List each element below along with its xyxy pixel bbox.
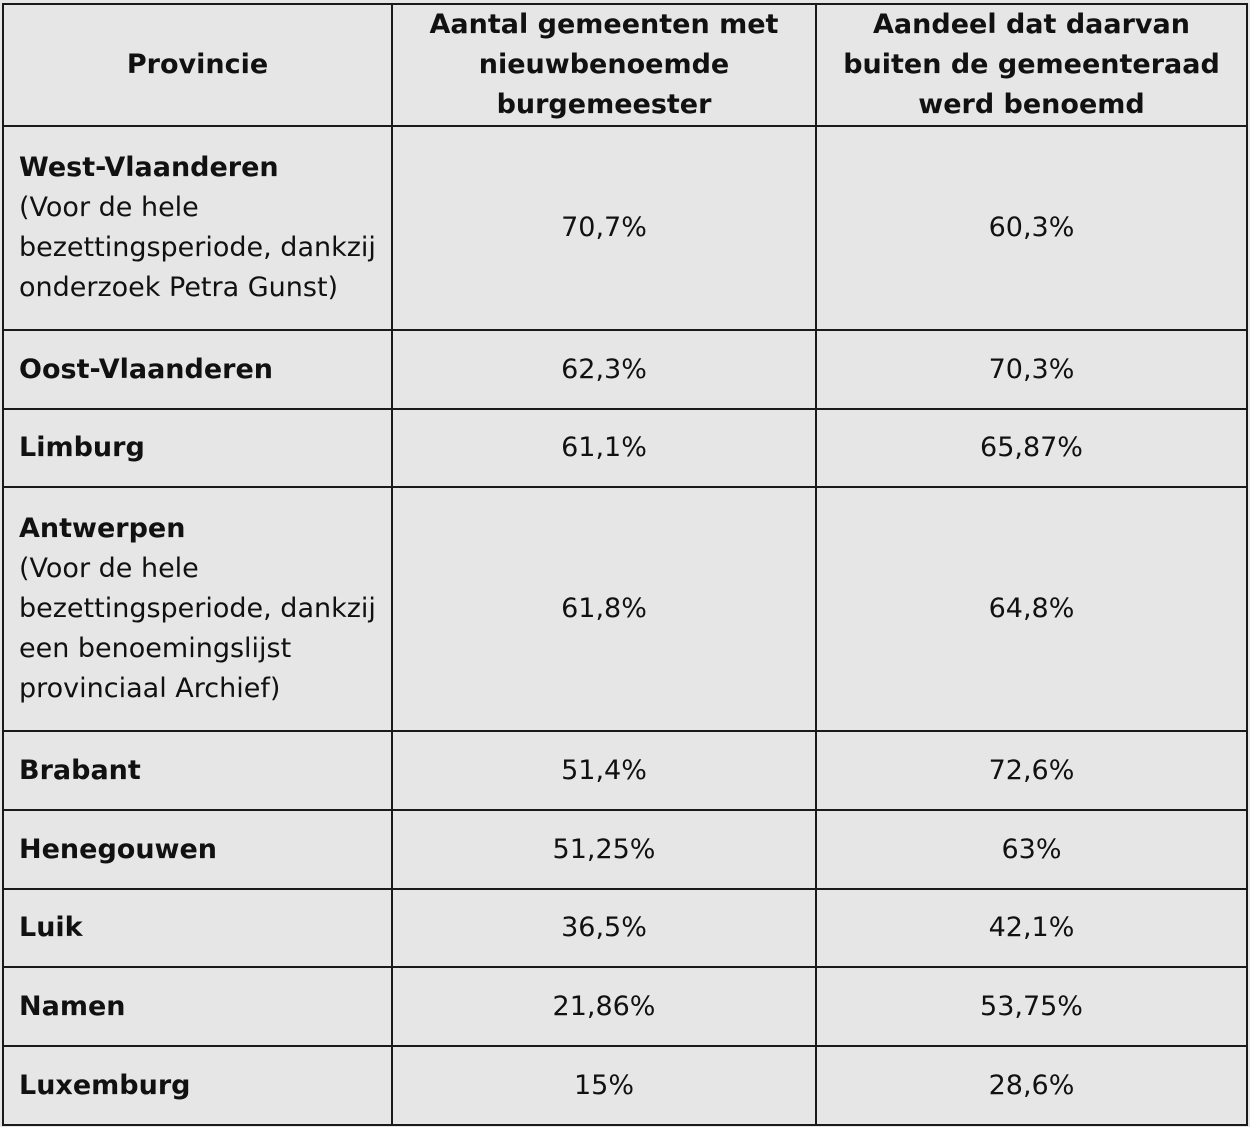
header-provincie: Provincie — [2, 3, 393, 127]
aandeel-cell: 72,6% — [815, 730, 1248, 811]
province-cell: West-Vlaanderen (Voor de hele bezettings… — [2, 125, 393, 331]
province-note: (Voor de hele bezettingsperiode, dankzij… — [19, 192, 376, 303]
table-row: Antwerpen (Voor de hele bezettingsperiod… — [2, 486, 1248, 732]
table-row: Luik 36,5% 42,1% — [2, 888, 1248, 968]
aantal-cell: 51,4% — [391, 730, 817, 811]
aantal-cell: 15% — [391, 1045, 817, 1126]
province-name: Oost-Vlaanderen — [19, 353, 274, 385]
header-aandeel: Aandeel dat daarvan buiten de gemeentera… — [815, 3, 1248, 127]
aandeel-cell: 42,1% — [815, 888, 1248, 968]
province-name: Antwerpen — [19, 513, 186, 544]
aantal-cell: 61,8% — [391, 486, 817, 732]
aandeel-cell: 28,6% — [815, 1045, 1248, 1126]
header-aantal: Aantal gemeenten met nieuwbenoemde burge… — [391, 3, 817, 127]
province-name: West-Vlaanderen — [19, 152, 279, 183]
aantal-cell: 36,5% — [391, 888, 817, 968]
table-row: Brabant 51,4% 72,6% — [2, 730, 1248, 811]
table-row: West-Vlaanderen (Voor de hele bezettings… — [2, 125, 1248, 331]
table-header-row: Provincie Aantal gemeenten met nieuwbeno… — [2, 3, 1248, 127]
table-row: Oost-Vlaanderen 62,3% 70,3% — [2, 329, 1248, 410]
province-cell: Luik — [2, 888, 393, 968]
aantal-cell: 21,86% — [391, 966, 817, 1047]
table-row: Henegouwen 51,25% 63% — [2, 809, 1248, 890]
province-name: Limburg — [19, 432, 145, 463]
province-cell: Henegouwen — [2, 809, 393, 890]
province-name: Luxemburg — [19, 1069, 191, 1101]
aantal-cell: 61,1% — [391, 408, 817, 488]
aandeel-cell: 53,75% — [815, 966, 1248, 1047]
aandeel-cell: 60,3% — [815, 125, 1248, 331]
province-note: (Voor de hele bezettingsperiode, dankzij… — [19, 553, 376, 704]
province-name: Brabant — [19, 754, 141, 786]
province-cell: Brabant — [2, 730, 393, 811]
aantal-cell: 70,7% — [391, 125, 817, 331]
province-cell: Namen — [2, 966, 393, 1047]
table-row: Limburg 61,1% 65,87% — [2, 408, 1248, 488]
aandeel-cell: 64,8% — [815, 486, 1248, 732]
aandeel-cell: 65,87% — [815, 408, 1248, 488]
province-cell: Limburg — [2, 408, 393, 488]
province-cell: Luxemburg — [2, 1045, 393, 1126]
aandeel-cell: 63% — [815, 809, 1248, 890]
province-name: Luik — [19, 912, 83, 943]
province-name: Henegouwen — [19, 833, 218, 865]
table-row: Luxemburg 15% 28,6% — [2, 1045, 1248, 1126]
table-row: Namen 21,86% 53,75% — [2, 966, 1248, 1047]
province-name: Namen — [19, 990, 126, 1022]
aandeel-cell: 70,3% — [815, 329, 1248, 410]
aantal-cell: 62,3% — [391, 329, 817, 410]
aantal-cell: 51,25% — [391, 809, 817, 890]
province-cell: Oost-Vlaanderen — [2, 329, 393, 410]
province-cell: Antwerpen (Voor de hele bezettingsperiod… — [2, 486, 393, 732]
province-table: Provincie Aantal gemeenten met nieuwbeno… — [2, 3, 1248, 1126]
